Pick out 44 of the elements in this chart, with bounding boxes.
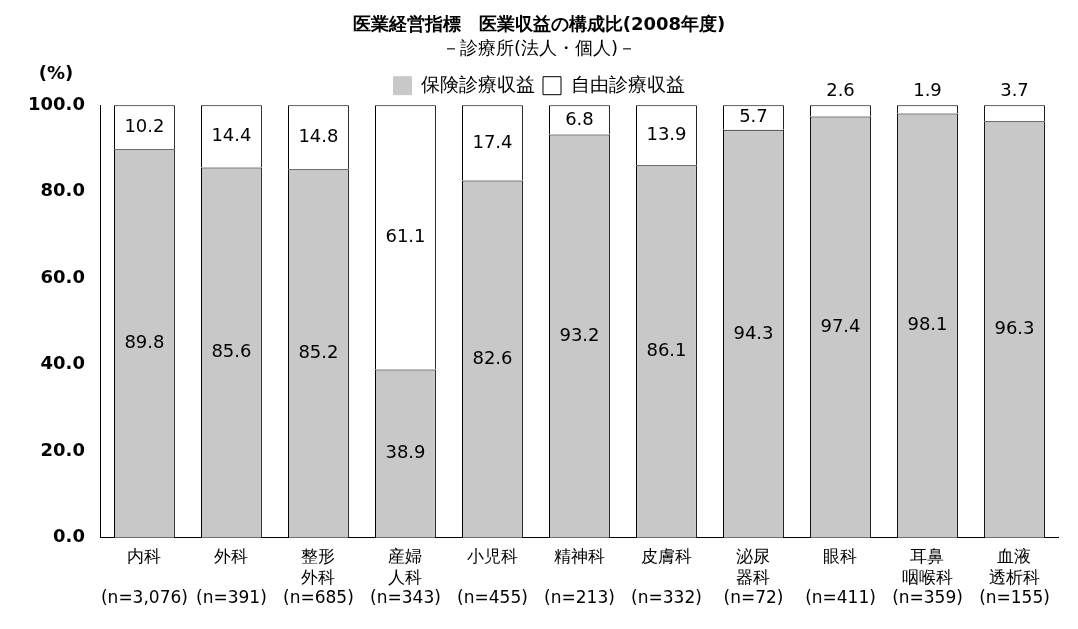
data-label: 17.4	[472, 130, 513, 152]
data-label: 89.8	[124, 331, 165, 353]
y-tick-label: 0.0	[53, 525, 85, 547]
data-label: 94.3	[733, 321, 774, 343]
x-tick-label: 産婦人科 (n=343)	[370, 546, 441, 608]
data-label: 5.7	[739, 105, 768, 127]
data-label: 97.4	[820, 314, 861, 336]
y-tick-label: 40.0	[40, 352, 85, 374]
y-axis-title: (%)	[38, 61, 74, 83]
x-tick-label: 整形外科 (n=685)	[283, 546, 354, 608]
data-label: 10.2	[124, 114, 165, 136]
data-label: 14.4	[211, 124, 252, 146]
data-label: 1.9	[913, 78, 942, 100]
data-label: 85.6	[211, 340, 252, 362]
y-tick-label: 60.0	[40, 265, 85, 287]
data-label: 38.9	[385, 441, 426, 463]
data-label: 14.8	[298, 124, 339, 146]
y-tick-label: 100.0	[28, 92, 85, 114]
y-tick-label: 20.0	[40, 438, 85, 460]
data-label: 61.1	[385, 225, 426, 247]
data-label: 6.8	[565, 107, 594, 129]
data-label: 2.6	[826, 78, 855, 100]
category-label: 眼科 (n=411)	[805, 546, 876, 608]
x-tick-label: 泌尿器科 (n=72)	[723, 546, 784, 608]
legend-label: 保険診療収益	[421, 72, 535, 95]
legend-label: 自由診療収益	[570, 72, 685, 95]
category-label: 外科 (n=391)	[196, 546, 267, 608]
data-label: 85.2	[298, 341, 339, 363]
chart-title: 医業経営指標 医業収益の構成比(2008年度)	[352, 13, 726, 35]
data-label: 93.2	[559, 323, 600, 345]
category-label: 内科 (n=3,076)	[100, 546, 188, 608]
data-label: 3.7	[1000, 78, 1029, 100]
data-label: 82.6	[472, 346, 513, 368]
data-label: 86.1	[646, 339, 687, 361]
data-label: 98.1	[907, 313, 948, 335]
x-tick-label: 血液透析科 (n=155)	[979, 546, 1050, 608]
y-tick-label: 80.0	[40, 179, 85, 201]
data-label: 96.3	[994, 317, 1035, 339]
data-label: 13.9	[646, 122, 687, 144]
category-label: 精神科 (n=213)	[544, 546, 615, 608]
category-label: 小児科 (n=455)	[457, 546, 528, 608]
chart-subtitle: －診療所(法人・個人)－	[441, 37, 637, 59]
x-tick-label: 耳鼻咽喉科 (n=359)	[892, 546, 963, 608]
category-label: 皮膚科 (n=332)	[631, 546, 702, 608]
